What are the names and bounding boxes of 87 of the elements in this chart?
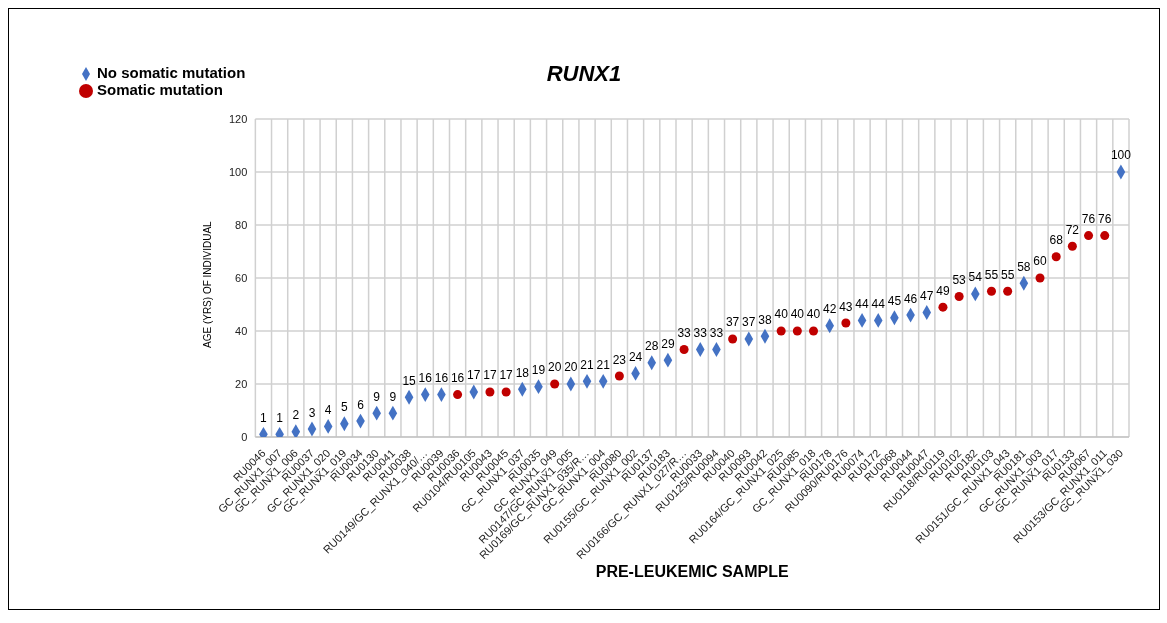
legend-label: No somatic mutation bbox=[97, 64, 246, 81]
data-label: 45 bbox=[887, 294, 902, 309]
data-label: 20 bbox=[547, 360, 562, 375]
data-label: 9 bbox=[373, 389, 381, 404]
data-label: 68 bbox=[1049, 233, 1064, 248]
point bbox=[792, 326, 802, 336]
legend-label: Somatic mutation bbox=[97, 81, 223, 99]
point bbox=[809, 326, 819, 336]
point bbox=[1003, 286, 1013, 296]
y-tick-label: 20 bbox=[235, 377, 248, 390]
data-label: 16 bbox=[450, 371, 465, 386]
point bbox=[728, 334, 738, 344]
point bbox=[485, 387, 495, 397]
data-label: 38 bbox=[758, 312, 772, 327]
y-tick-label: 100 bbox=[229, 165, 248, 178]
data-label: 76 bbox=[1081, 212, 1096, 227]
data-label: 17 bbox=[483, 368, 497, 383]
y-tick-label: 40 bbox=[235, 324, 248, 337]
data-label: 33 bbox=[709, 326, 724, 341]
data-label: 20 bbox=[564, 360, 578, 375]
y-tick-label: 120 bbox=[229, 112, 248, 125]
data-label: 16 bbox=[434, 371, 449, 386]
data-label: 18 bbox=[515, 365, 530, 380]
data-label: 72 bbox=[1065, 222, 1080, 237]
data-label: 21 bbox=[596, 357, 611, 372]
data-label: 37 bbox=[725, 315, 740, 330]
y-axis-title: AGE (YRS) OF INDIVIDUAL bbox=[201, 220, 213, 348]
point bbox=[1035, 273, 1045, 283]
data-label: 3 bbox=[308, 405, 316, 420]
point bbox=[550, 379, 560, 389]
data-label: 2 bbox=[292, 408, 300, 423]
data-label: 1 bbox=[276, 410, 284, 425]
y-tick-label: 80 bbox=[235, 218, 248, 231]
point bbox=[1067, 241, 1077, 251]
data-label: 21 bbox=[580, 357, 595, 372]
data-label: 16 bbox=[418, 371, 433, 386]
x-axis-title: PRE-LEUKEMIC SAMPLE bbox=[595, 563, 789, 580]
point bbox=[954, 292, 964, 302]
data-label: 4 bbox=[324, 402, 332, 417]
data-label: 55 bbox=[1000, 267, 1015, 282]
data-label: 17 bbox=[467, 368, 481, 383]
point bbox=[776, 326, 786, 336]
data-label: 24 bbox=[628, 349, 643, 364]
data-label: 42 bbox=[823, 302, 837, 317]
y-tick-label: 0 bbox=[241, 430, 248, 443]
point bbox=[1100, 231, 1110, 241]
data-label: 5 bbox=[341, 400, 348, 415]
data-label: 33 bbox=[693, 326, 708, 341]
data-label: 44 bbox=[871, 296, 886, 311]
data-label: 40 bbox=[806, 307, 821, 322]
data-label: 40 bbox=[774, 307, 789, 322]
data-label: 47 bbox=[920, 288, 934, 303]
chart-title: RUNX1 bbox=[546, 61, 622, 86]
data-label: 9 bbox=[389, 389, 397, 404]
point bbox=[1084, 231, 1094, 241]
data-label: 54 bbox=[968, 270, 983, 285]
data-label: 76 bbox=[1098, 212, 1112, 227]
point bbox=[841, 318, 851, 328]
data-label: 33 bbox=[677, 326, 692, 341]
data-label: 53 bbox=[952, 273, 967, 288]
data-label: 23 bbox=[612, 352, 627, 367]
data-label: 1 bbox=[260, 410, 268, 425]
point bbox=[986, 286, 996, 296]
data-label: 100 bbox=[1110, 148, 1132, 163]
point bbox=[501, 387, 511, 397]
data-label: 58 bbox=[1017, 259, 1031, 274]
y-tick-label: 60 bbox=[235, 271, 248, 284]
data-label: 28 bbox=[645, 339, 659, 354]
point bbox=[938, 302, 948, 312]
data-label: 29 bbox=[661, 336, 675, 351]
data-label: 6 bbox=[357, 397, 365, 412]
data-label: 17 bbox=[499, 368, 514, 383]
point bbox=[679, 345, 689, 355]
point bbox=[291, 424, 301, 437]
data-label: 15 bbox=[402, 373, 417, 388]
data-label: 40 bbox=[790, 307, 805, 322]
point bbox=[1051, 252, 1061, 262]
point bbox=[453, 390, 463, 400]
data-label: 37 bbox=[742, 315, 756, 330]
data-label: 43 bbox=[839, 299, 853, 314]
data-label: 55 bbox=[984, 267, 999, 282]
data-label: 60 bbox=[1033, 254, 1048, 269]
data-label: 44 bbox=[855, 296, 870, 311]
data-label: 49 bbox=[936, 283, 950, 298]
data-label: 46 bbox=[903, 291, 918, 306]
data-label: 19 bbox=[531, 363, 546, 378]
point bbox=[614, 371, 624, 381]
